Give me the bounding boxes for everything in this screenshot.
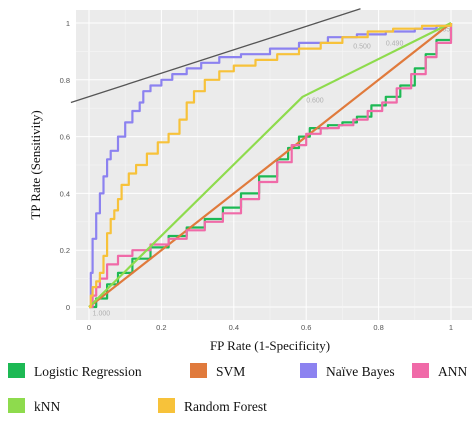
- y-tick-label: 0.2: [60, 246, 70, 255]
- legend-swatch-ann: [412, 363, 429, 378]
- x-tick-label: 0.8: [373, 323, 383, 332]
- series-line-ann: [89, 23, 453, 309]
- legend-swatch-random-forest: [158, 398, 175, 413]
- threshold-label: 0.500: [353, 44, 371, 51]
- x-tick-label: 1: [449, 323, 453, 332]
- legend: Logistic Regression SVM Naïve Bayes ANN kNN R…: [8, 363, 467, 414]
- legend-label-logistic-regression: Logistic Regression: [34, 364, 142, 379]
- legend-label-svm: SVM: [216, 364, 245, 379]
- legend-label-random-forest: Random Forest: [184, 399, 267, 414]
- legend-swatch-svm: [190, 363, 207, 378]
- y-tick-label: 0.6: [60, 133, 70, 142]
- legend-label-naive-bayes: Naïve Bayes: [326, 364, 395, 379]
- threshold-label: 1.000: [93, 311, 111, 318]
- y-tick-label: 0.4: [60, 189, 70, 198]
- y-tick-label: 0: [66, 303, 70, 312]
- series-line-knn: [88, 22, 452, 308]
- y-axis-label: TP Rate (Sensitivity): [28, 110, 43, 219]
- legend-swatch-naive-bayes: [300, 363, 317, 378]
- x-axis-label: FP Rate (1-Specificity): [210, 338, 330, 353]
- x-tick-label: 0: [87, 323, 91, 332]
- legend-swatch-knn: [8, 398, 25, 413]
- tick-labels: 0 0.2 0.4 0.6 0.8 1 0 0.2 0.4 0.6 0.8 1: [60, 19, 454, 332]
- threshold-label: 0.490: [386, 41, 404, 48]
- series-lines: [70, 8, 453, 309]
- y-tick-label: 1: [66, 19, 70, 28]
- threshold-label: 0.600: [306, 98, 324, 105]
- legend-swatch-logistic-regression: [8, 363, 25, 378]
- x-tick-label: 0.6: [301, 323, 311, 332]
- x-tick-label: 0.4: [229, 323, 239, 332]
- y-tick-label: 0.8: [60, 76, 70, 85]
- legend-label-ann: ANN: [438, 364, 467, 379]
- tangent-line: [70, 8, 361, 104]
- series-line-svm: [88, 22, 452, 308]
- series-line-random-forest: [89, 23, 453, 309]
- x-tick-label: 0.2: [156, 323, 166, 332]
- legend-label-knn: kNN: [34, 399, 60, 414]
